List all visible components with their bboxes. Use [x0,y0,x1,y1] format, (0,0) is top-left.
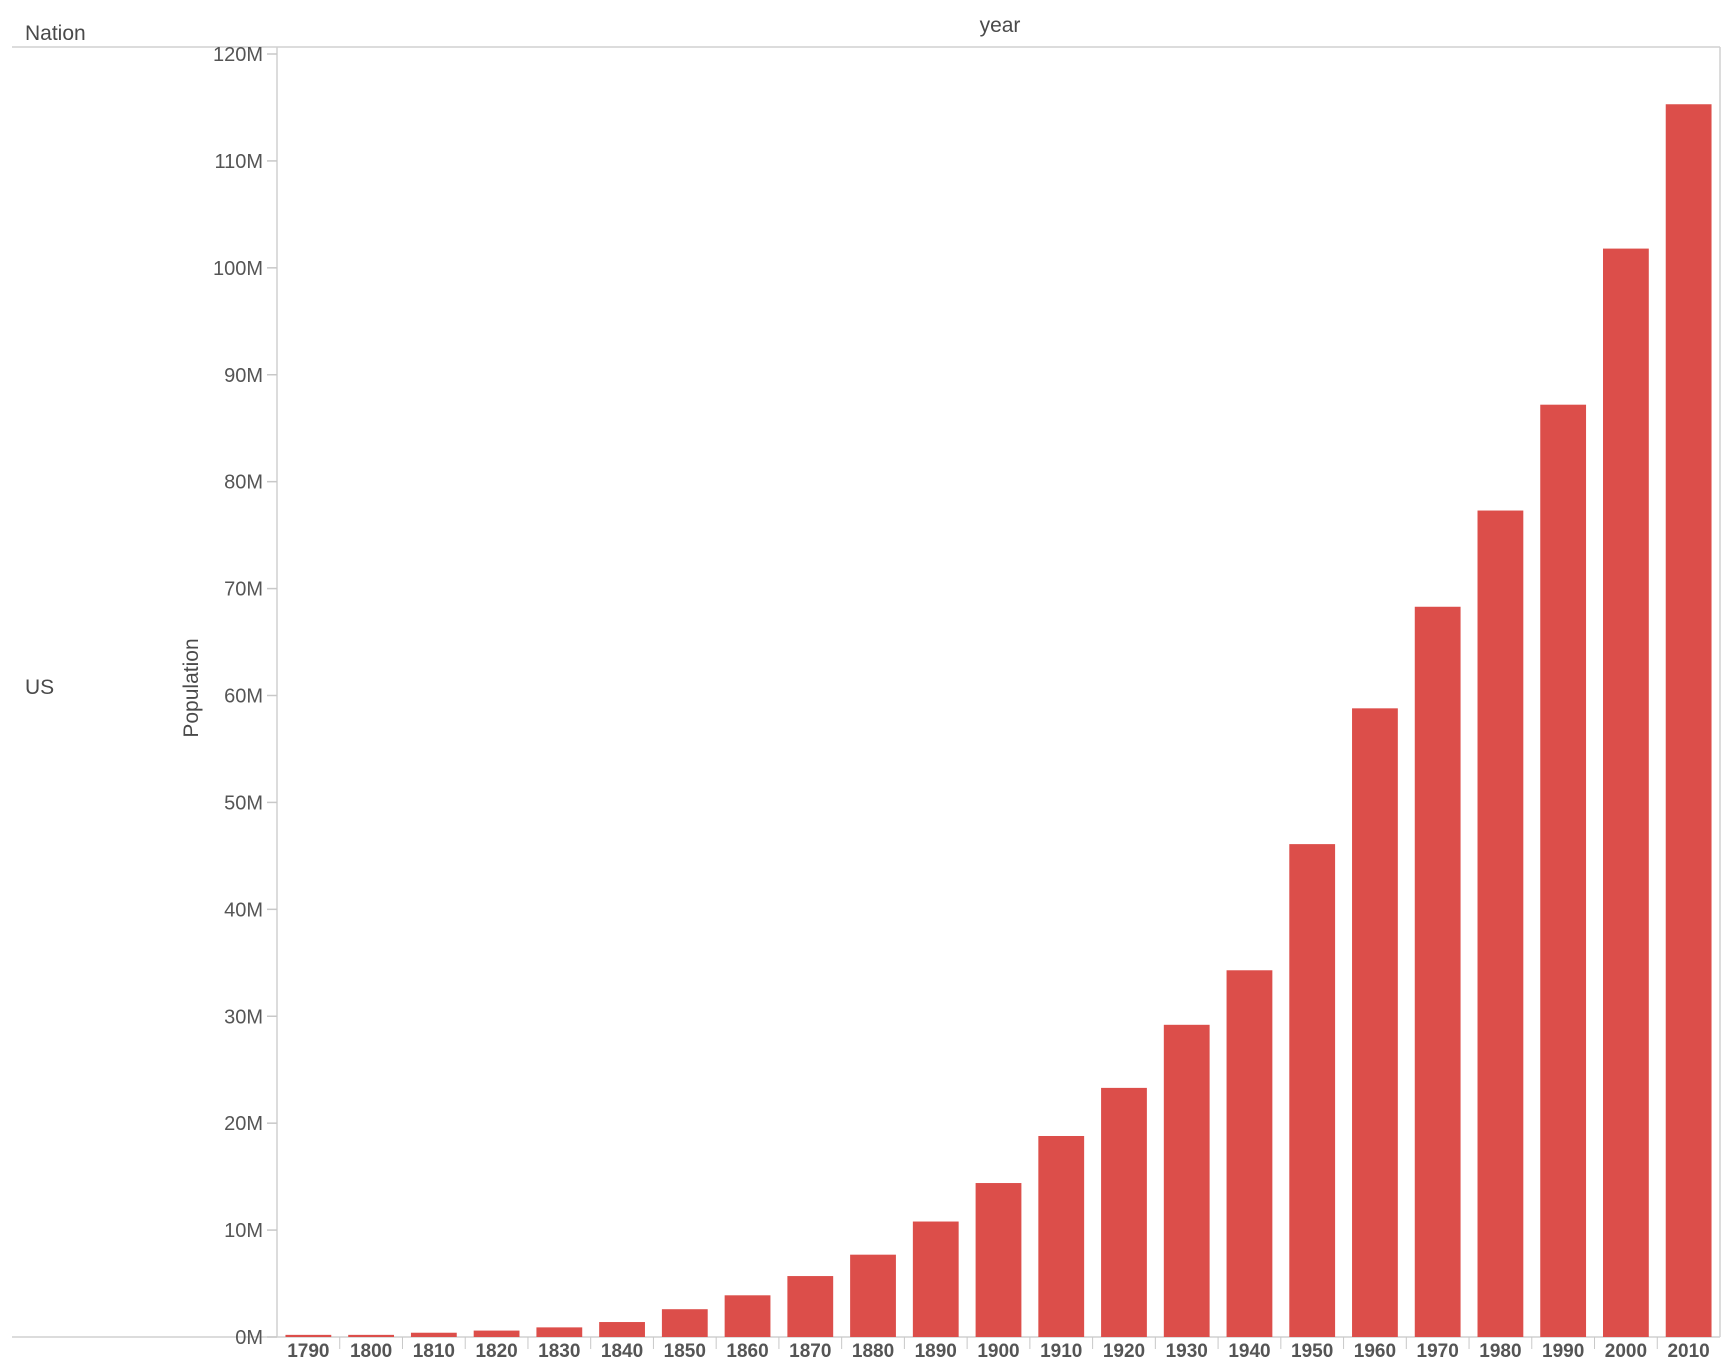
bar-1970[interactable] [1414,606,1461,1337]
row-label-us: US [25,676,54,699]
x-tick-label: 1980 [1479,1341,1521,1362]
y-tick-label: 40M [224,899,263,921]
y-axis-ticks: 0M 10M 20M 30M 40M 50M 60M 70M 80M 90M 100M 110M 120… [213,44,277,1349]
x-tick-label: 1810 [413,1341,455,1362]
x-tick-label: 1830 [538,1341,580,1362]
x-tick-label: 1870 [789,1341,831,1362]
x-tick-label: 1920 [1103,1341,1145,1362]
bar-1810[interactable] [410,1332,457,1337]
x-tick-label: 1930 [1166,1341,1208,1362]
x-tick-label: 1860 [726,1341,768,1362]
x-tick-label: 2010 [1667,1341,1709,1362]
bar-1870[interactable] [787,1276,834,1337]
x-axis-ticks: 1790 1800 1810 1820 1830 1840 1850 1860 1870 1880… [287,1337,1710,1362]
bar-1960[interactable] [1352,708,1398,1337]
bar-1920[interactable] [1101,1087,1147,1337]
x-tick-label: 1890 [915,1341,957,1362]
y-tick-label: 10M [224,1220,263,1242]
row-field-header: Nation [25,22,86,45]
bars-group [285,104,1712,1338]
x-tick-label: 1880 [852,1341,894,1362]
bar-1850[interactable] [661,1309,708,1337]
bar-1790[interactable] [285,1334,332,1337]
x-tick-label: 1820 [475,1341,517,1362]
bar-1840[interactable] [599,1322,645,1337]
bar-1830[interactable] [536,1327,583,1337]
y-tick-label: 90M [224,365,263,387]
bar-1860[interactable] [724,1295,771,1337]
y-tick-label: 20M [224,1113,263,1135]
bar-2000[interactable] [1602,248,1649,1337]
y-tick-label: 110M [214,151,263,173]
x-tick-label: 1990 [1542,1341,1584,1362]
bar-1940[interactable] [1226,970,1273,1337]
bar-1890[interactable] [912,1221,959,1337]
y-axis-title: Population [180,638,203,737]
bar-1880[interactable] [850,1254,896,1337]
y-tick-label: 50M [224,792,263,814]
bar-2010[interactable] [1665,104,1712,1337]
y-tick-label: 60M [224,686,263,708]
y-tick-label: 0M [235,1327,263,1349]
x-tick-label: 1790 [287,1341,329,1362]
y-tick-label: 70M [224,579,263,601]
x-tick-label: 1970 [1417,1341,1459,1362]
x-tick-label: 1800 [350,1341,392,1362]
y-tick-label: 80M [224,472,263,494]
x-tick-label: 1900 [977,1341,1019,1362]
x-tick-label: 1960 [1354,1341,1396,1362]
x-tick-label: 2000 [1605,1341,1647,1362]
bar-1820[interactable] [473,1330,520,1337]
x-tick-label: 1950 [1291,1341,1333,1362]
x-tick-label: 1840 [601,1341,643,1362]
x-tick-label: 1940 [1228,1341,1270,1362]
x-tick-label: 1910 [1040,1341,1082,1362]
column-field-header: year [980,14,1021,37]
bar-1980[interactable] [1477,510,1524,1337]
bar-1800[interactable] [348,1334,395,1337]
x-tick-label: 1850 [664,1341,706,1362]
y-tick-label: 120M [213,44,263,66]
bar-1930[interactable] [1163,1024,1210,1337]
bar-1900[interactable] [975,1183,1022,1337]
bar-1950[interactable] [1289,844,1336,1337]
y-tick-label: 30M [224,1006,263,1028]
y-tick-label: 100M [213,258,263,280]
bar-1910[interactable] [1038,1135,1085,1337]
bar-1990[interactable] [1540,404,1587,1338]
